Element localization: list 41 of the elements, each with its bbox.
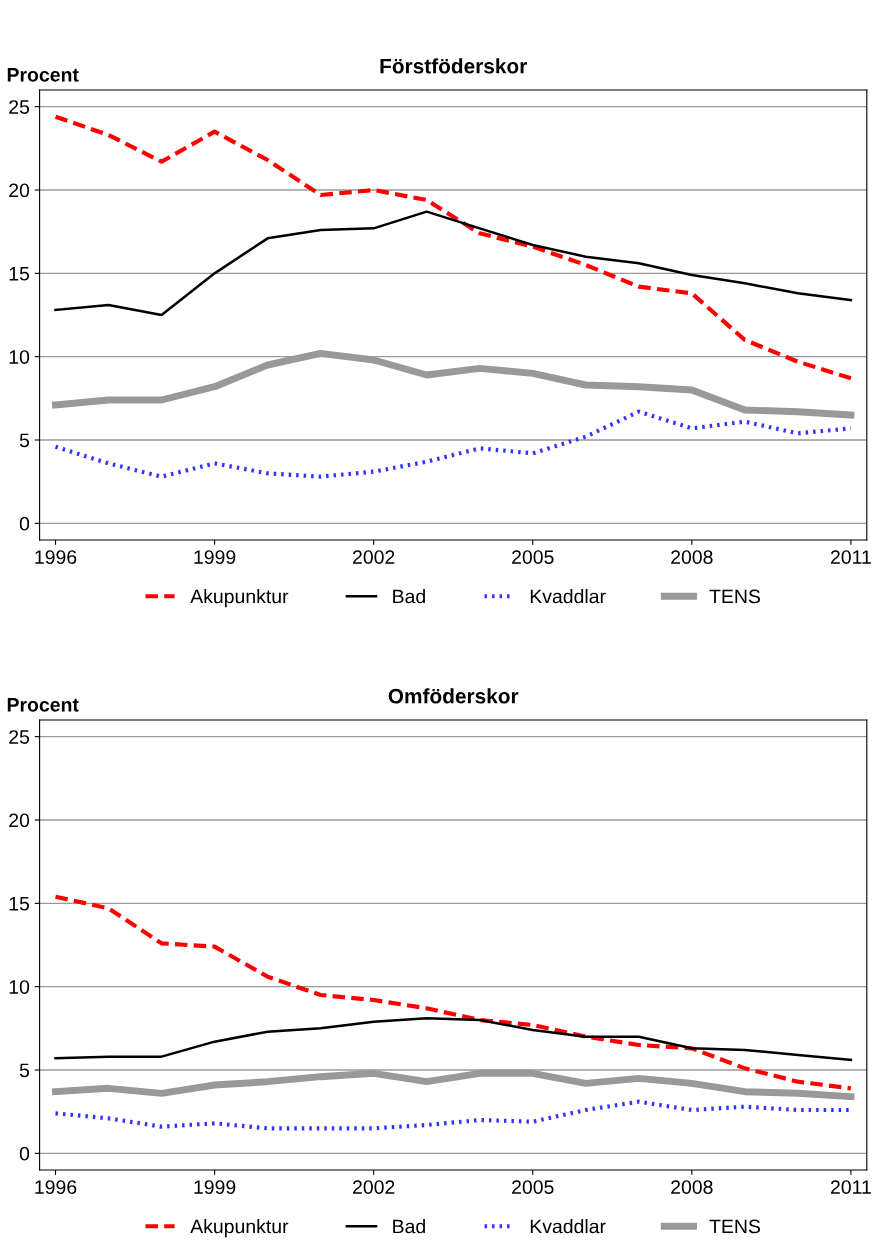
legend-label: Kvaddlar (530, 1219, 606, 1234)
x-tick-label: 2008 (671, 1180, 713, 1194)
x-tick-label: 2008 (671, 550, 713, 564)
x-tick-label: 1996 (35, 550, 77, 564)
line-series (53, 409, 853, 479)
legend-label: TENS (709, 589, 761, 604)
chart-title: Förstföderskor (380, 58, 527, 74)
y-tick-label: 25 (9, 730, 30, 744)
y-tick-label: 15 (9, 897, 30, 911)
y-tick-label: 5 (19, 1063, 30, 1078)
y-tick-label: 20 (9, 183, 30, 198)
y-tick-label: 10 (9, 980, 30, 994)
line-series (54, 210, 853, 317)
y-tick-label: 0 (19, 516, 30, 531)
y-axis-title: Procent (7, 68, 79, 82)
x-tick-label: 2005 (512, 550, 554, 564)
y-tick-label: 0 (19, 1146, 30, 1161)
y-tick-label: 20 (9, 813, 30, 828)
y-tick-label: 5 (19, 433, 30, 448)
line-series (53, 114, 853, 381)
legend-label: Bad (393, 1219, 425, 1234)
x-tick-label: 1996 (35, 1180, 77, 1194)
x-tick-label: 2005 (512, 1180, 554, 1194)
line-series (54, 1017, 853, 1062)
legend-label: Akupunktur (190, 1219, 289, 1238)
x-tick-label: 2002 (353, 550, 395, 564)
x-tick-label: 1999 (194, 1180, 236, 1194)
y-tick-label: 10 (9, 350, 30, 364)
x-tick-label: 2011 (830, 550, 871, 564)
x-tick-label: 1999 (194, 550, 236, 564)
legend-label: Akupunktur (190, 589, 289, 608)
line-series (53, 894, 853, 1091)
x-tick-label: 2002 (353, 1180, 395, 1194)
legend-label: TENS (709, 1219, 761, 1234)
y-axis-title: Procent (7, 698, 79, 712)
legend-label: Bad (393, 589, 425, 604)
legend-label: Kvaddlar (530, 589, 606, 604)
x-tick-label: 2011 (830, 1180, 871, 1194)
y-tick-label: 15 (9, 267, 30, 281)
chart-title: Omföderskor (388, 688, 519, 704)
y-tick-label: 25 (9, 100, 30, 114)
